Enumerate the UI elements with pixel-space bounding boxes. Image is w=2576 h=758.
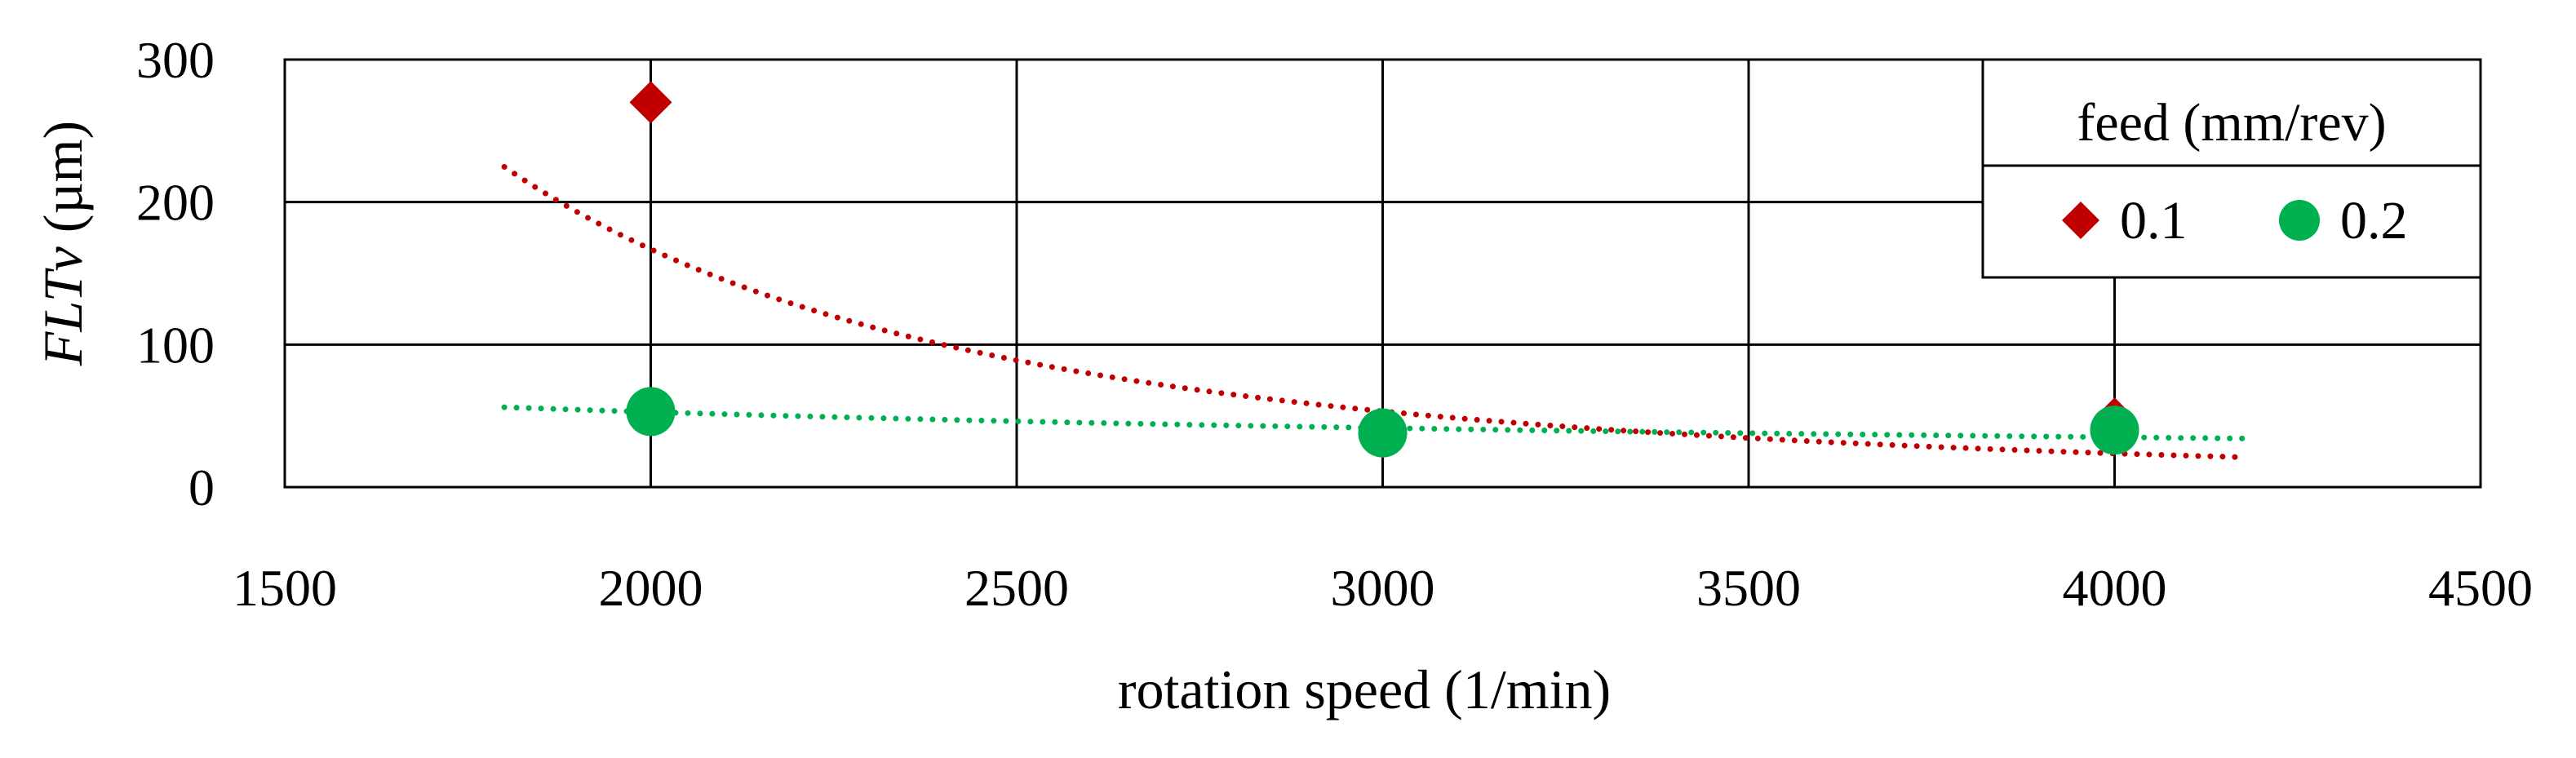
x-axis-ticks: 1500 2000 2500 3000 3500 4000 4500 [233, 559, 2533, 617]
legend-title: feed (mm/rev) [2077, 93, 2386, 153]
x-tick-label: 1500 [233, 559, 337, 617]
y-axis-ticks: 0 100 200 300 [136, 31, 215, 516]
point-0.1-2000 [629, 81, 672, 124]
legend: feed (mm/rev) 0.1 0.2 [1981, 58, 2482, 279]
trendline-0.1 [501, 164, 2250, 460]
x-tick-label: 3000 [1331, 559, 1435, 617]
legend-marker-diamond [2062, 202, 2099, 239]
y-axis-title-unit: (µm) [32, 121, 94, 246]
y-axis-title-variable: FLTv [32, 246, 94, 366]
point-0.2-2000 [626, 387, 676, 437]
x-tick-label: 2000 [599, 559, 703, 617]
x-tick-label: 4500 [2428, 559, 2533, 617]
data-points [626, 81, 2139, 459]
legend-label-0.2: 0.2 [2340, 191, 2408, 250]
y-axis-title: FLTv (µm) [32, 121, 94, 366]
y-tick-label: 0 [188, 459, 215, 516]
x-tick-label: 3500 [1696, 559, 1801, 617]
point-0.2-3000 [1358, 408, 1408, 458]
legend-label-0.1: 0.1 [2120, 191, 2188, 250]
point-0.2-4000 [2090, 406, 2139, 455]
y-tick-label: 300 [136, 31, 215, 89]
legend-marker-circle [2279, 200, 2320, 241]
x-tick-label: 4000 [2063, 559, 2167, 617]
y-tick-label: 100 [136, 316, 215, 374]
x-tick-label: 2500 [964, 559, 1069, 617]
legend-box [1981, 58, 2482, 279]
x-axis-title: rotation speed (1/min) [1118, 658, 1611, 720]
y-tick-label: 200 [136, 174, 215, 232]
